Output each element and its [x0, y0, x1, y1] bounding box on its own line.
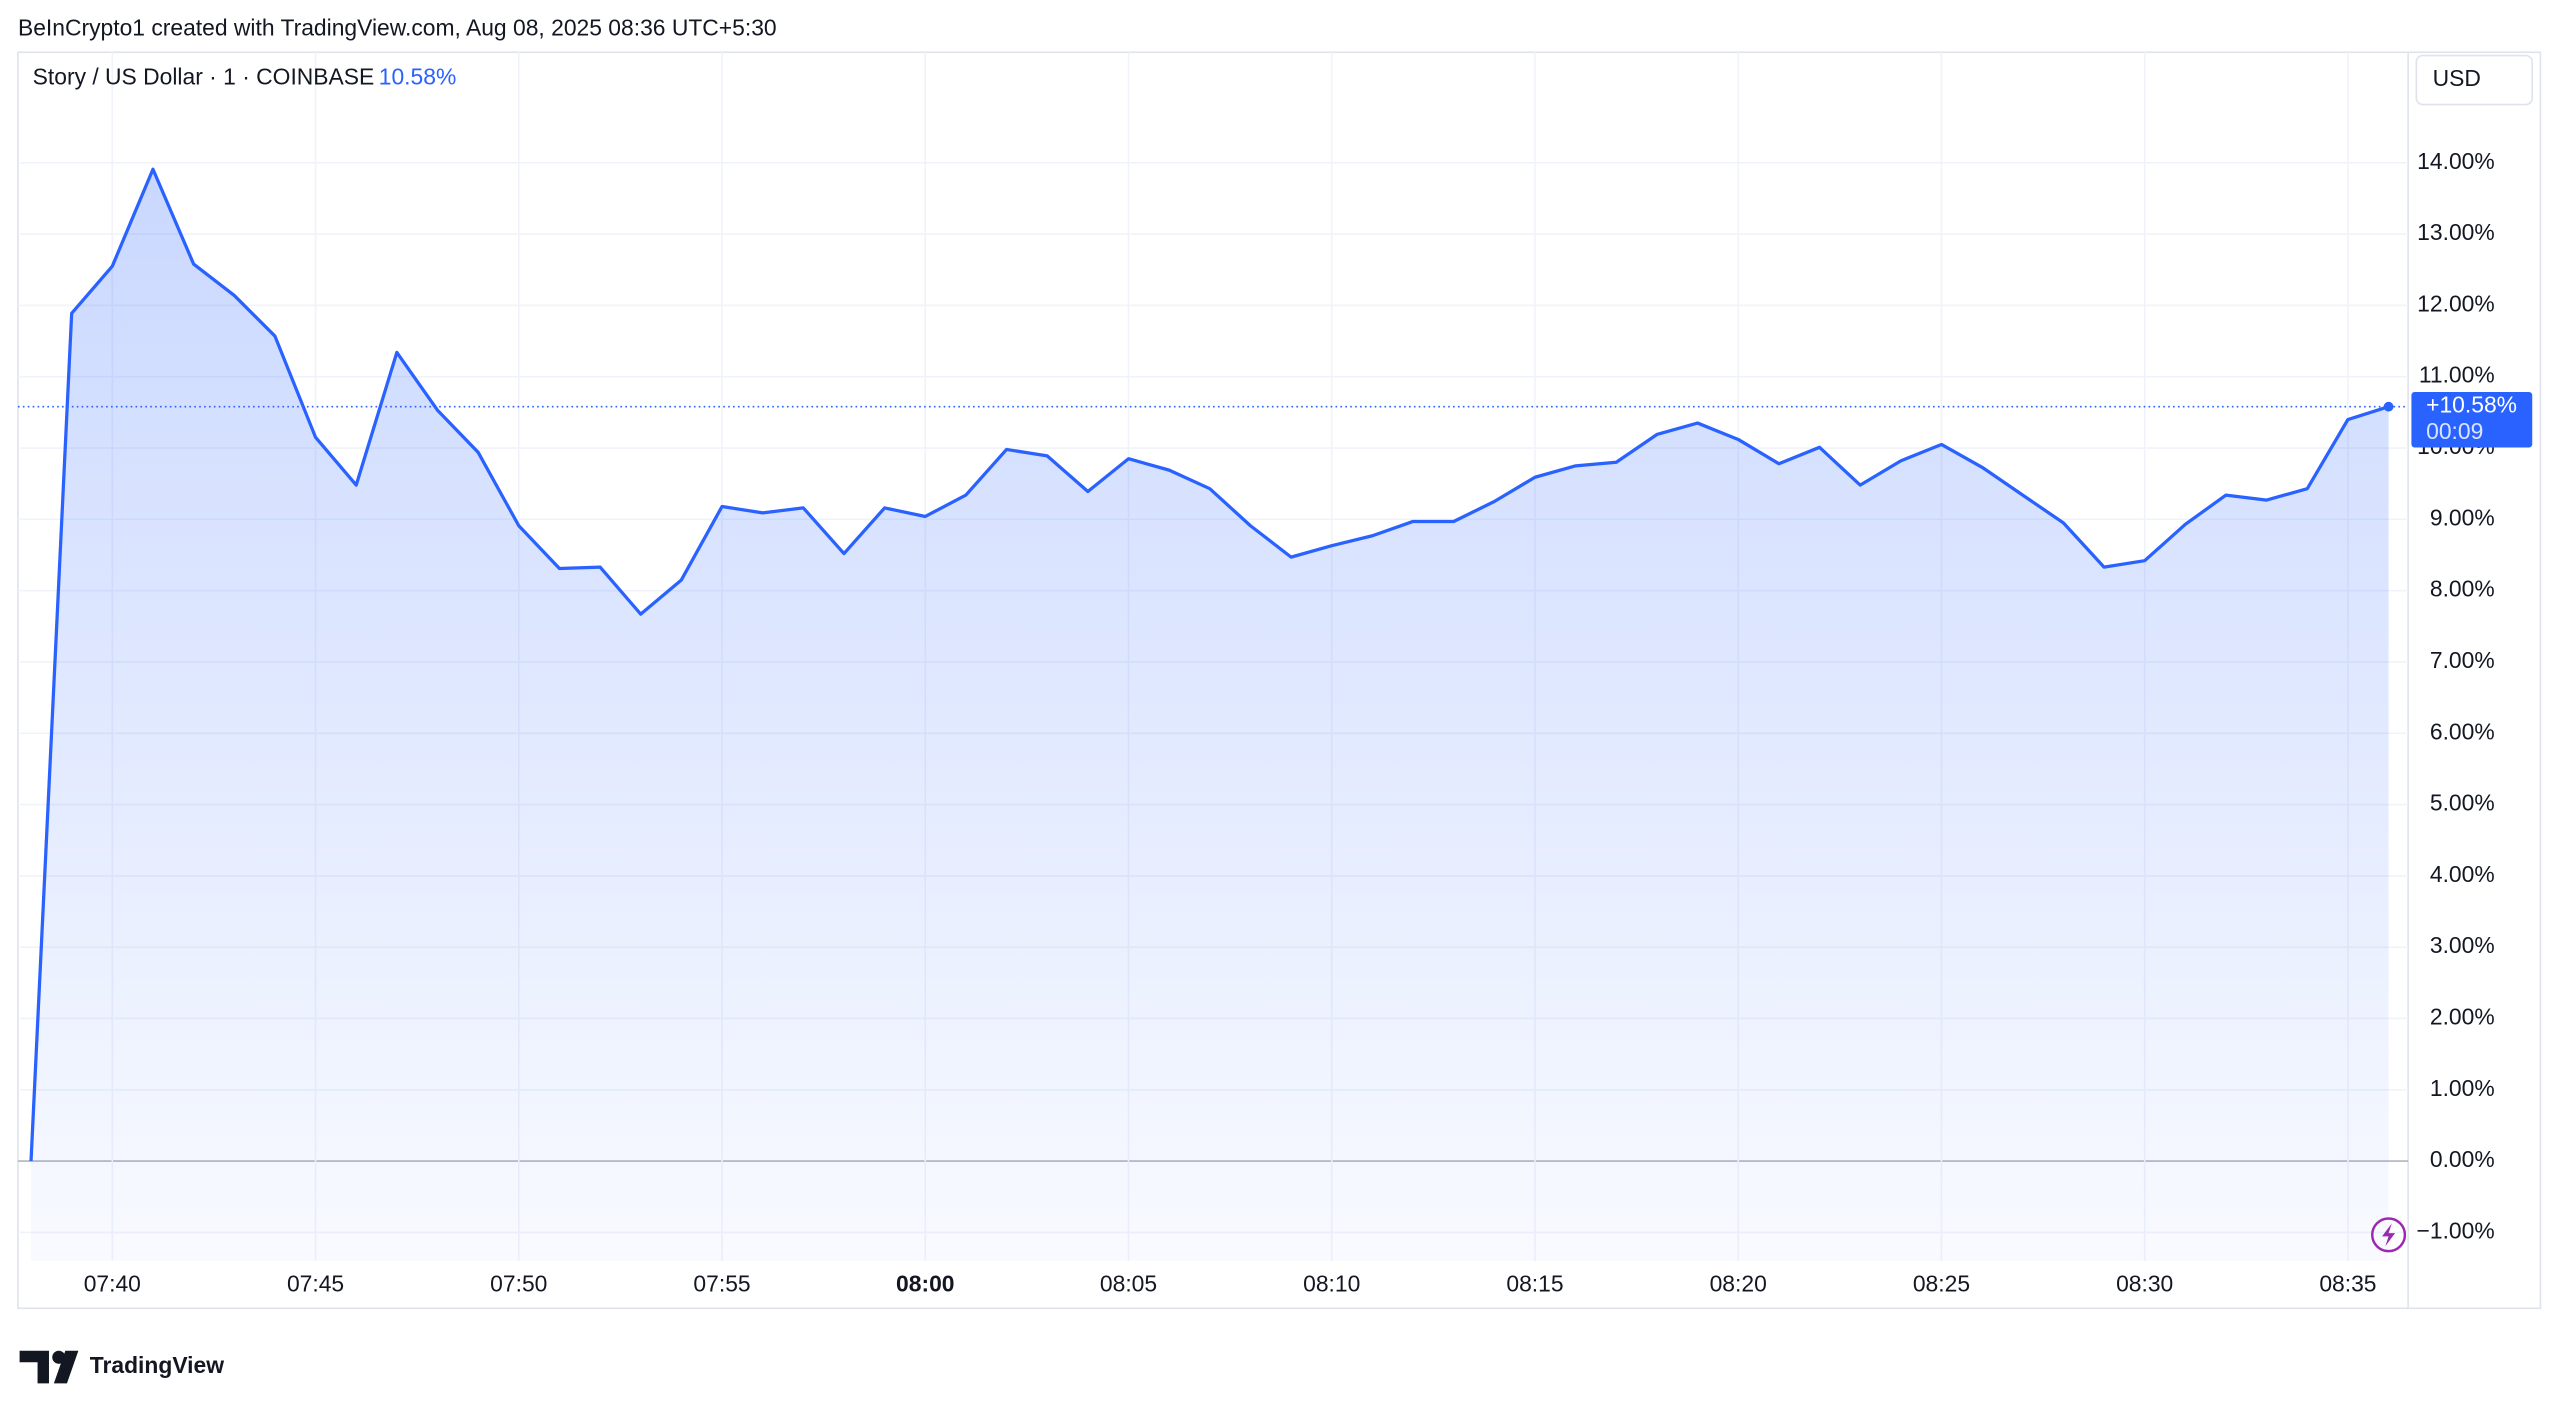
- x-tick-label: 08:35: [2319, 1270, 2376, 1296]
- x-tick-label: 08:25: [1913, 1270, 1970, 1296]
- x-tick-label: 07:40: [84, 1270, 141, 1296]
- y-tick-label: 0.00%: [2430, 1146, 2495, 1172]
- x-tick-label: 07:50: [490, 1270, 547, 1296]
- y-tick-label: −1.00%: [2417, 1217, 2495, 1243]
- logo: TradingView: [19, 1350, 224, 1384]
- price-line: [29, 167, 2390, 1162]
- symbol-title: Story / US Dollar · 1 · COINBASE: [33, 63, 375, 89]
- x-tick-label: 08:10: [1303, 1270, 1360, 1296]
- attribution: BeInCrypto1 created with TradingView.com…: [18, 14, 777, 40]
- chart-frame: [17, 51, 2542, 1310]
- y-tick-label: 1.00%: [2430, 1075, 2495, 1101]
- x-tick-label: 08:00: [896, 1270, 954, 1296]
- last-point: [2383, 401, 2394, 412]
- x-tick-label: 07:55: [693, 1270, 750, 1296]
- x-tick-label: 08:15: [1506, 1270, 1563, 1296]
- y-tick-label: 6.00%: [2430, 718, 2495, 744]
- lightning-icon: [2371, 1217, 2407, 1253]
- y-tick-label: 8.00%: [2430, 576, 2495, 602]
- x-tick-label: 07:45: [287, 1270, 344, 1296]
- y-tick-label: 3.00%: [2430, 932, 2495, 958]
- countdown-label: 00:09: [2426, 418, 2483, 444]
- y-tick-label: 13.00%: [2417, 219, 2495, 245]
- y-tick-label: 5.00%: [2430, 790, 2495, 816]
- plot-area: [29, 167, 2390, 1261]
- axes: −1.00% 0.00% 1.00% 2.00% 3.00% 4.00% 5.00% 6.00…: [84, 148, 2533, 1296]
- price-badge: [2411, 391, 2533, 448]
- currency-label[interactable]: USD: [2433, 65, 2481, 91]
- y-tick-label: 14.00%: [2417, 148, 2495, 174]
- y-tick-label: 4.00%: [2430, 861, 2495, 887]
- x-tick-label: 08:30: [2116, 1270, 2173, 1296]
- y-tick-label: 7.00%: [2430, 647, 2495, 673]
- currency-button[interactable]: [2415, 54, 2534, 106]
- y-tick-label: 2.00%: [2430, 1004, 2495, 1030]
- x-tick-label: 08:20: [1710, 1270, 1767, 1296]
- y-tick-label: 12.00%: [2417, 290, 2495, 316]
- last-value: 10.58%: [379, 63, 457, 89]
- x-tick-label: 08:05: [1100, 1270, 1157, 1296]
- y-tick-label: 11.00%: [2419, 362, 2495, 388]
- logo-text: TradingView: [90, 1352, 224, 1378]
- y-tick-label: 9.00%: [2430, 504, 2495, 530]
- area-fill: [31, 169, 2389, 1261]
- price-badge-label: +10.58%: [2426, 392, 2517, 418]
